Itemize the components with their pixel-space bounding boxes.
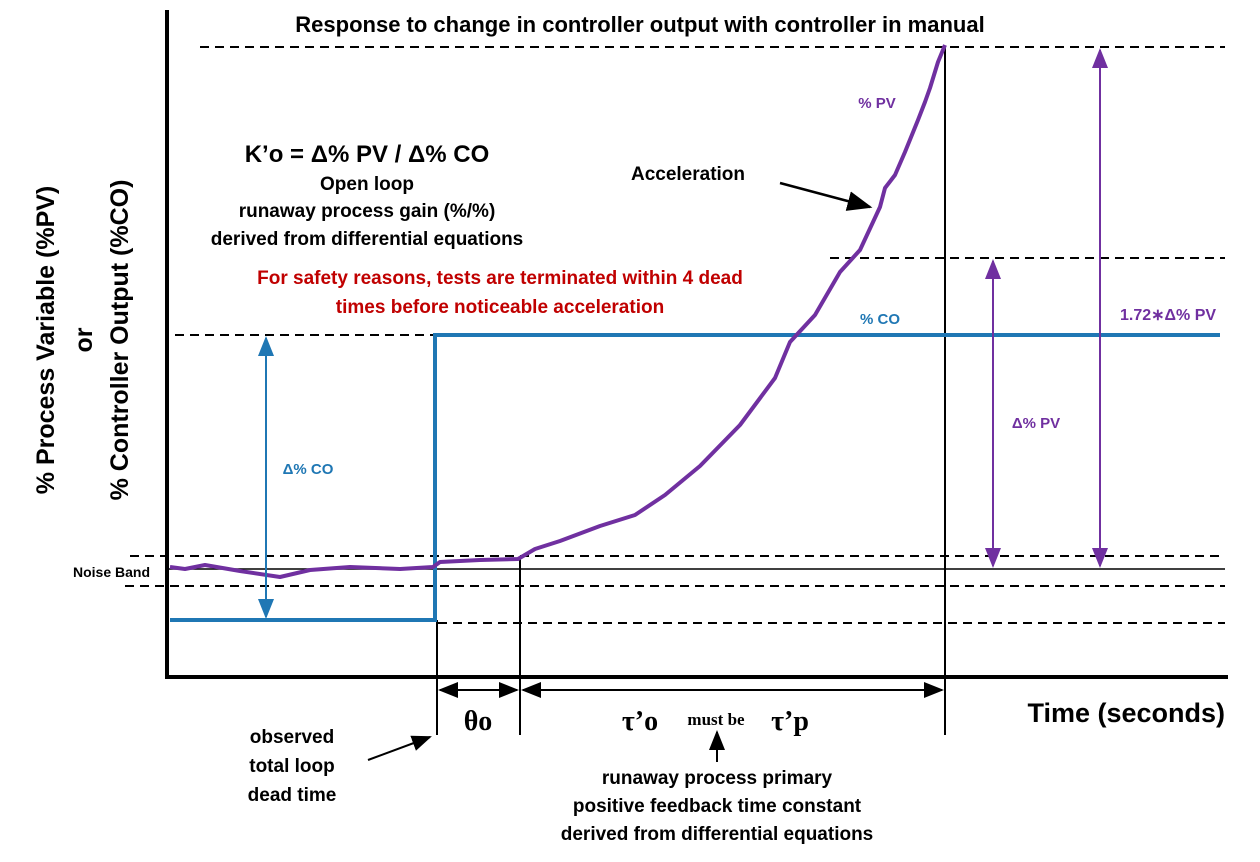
scaled-pv-label: 1.72∗Δ% PV [1120,307,1216,324]
tau-desc-3: derived from differential equations [561,824,874,845]
delta-pv-label: Δ% PV [1012,415,1060,432]
pv-series-line [169,44,947,579]
co-series-label: % CO [860,311,900,328]
y-axis-label-3: % Controller Output (%CO) [106,180,134,501]
safety-note-1: For safety reasons, tests are terminated… [257,268,743,289]
dead-time-symbol: θo [464,706,493,737]
safety-note-2: times before noticeable acceleration [336,297,664,318]
tau-o-symbol: τ’o [622,706,658,737]
tau-desc-2: positive feedback time constant [573,796,862,817]
y-axis-label-1: % Process Variable (%PV) [32,186,60,494]
dead-time-desc-3: dead time [248,785,337,806]
acceleration-arrow [779,181,873,211]
dead-time-desc-2: total loop [249,756,334,777]
must-be-label: must be [687,710,745,729]
x-axis-label: Time (seconds) [1027,698,1225,728]
dead-time-pointer-arrow [367,735,432,761]
pv-series-label: % PV [858,95,896,112]
dead-time-desc-1: observed [250,727,334,748]
delta-co-label: Δ% CO [283,461,334,478]
co-series-line [170,333,1220,622]
y-axis-label-2: or [70,327,98,352]
acceleration-label: Acceleration [631,164,745,185]
noise-band-label: Noise Band [73,564,150,580]
reference-lines [125,46,1225,624]
gain-desc-1: Open loop [320,174,414,195]
gain-formula: K’o = Δ% PV / Δ% CO [245,141,490,168]
diagram-title: Response to change in controller output … [295,12,984,37]
gain-desc-3: derived from differential equations [211,229,524,250]
gain-desc-2: runaway process gain (%/%) [239,201,496,222]
tau-desc-1: runaway process primary [602,768,833,789]
tau-p-symbol: τ’p [771,706,809,737]
